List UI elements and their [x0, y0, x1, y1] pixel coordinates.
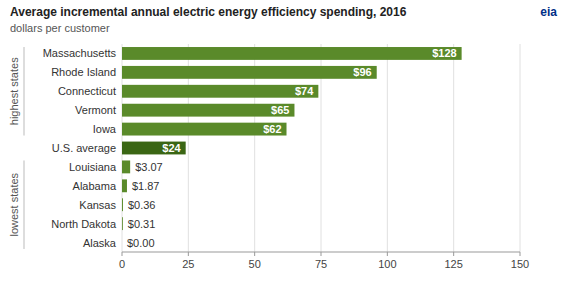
bar [122, 47, 462, 60]
category-label: Iowa [93, 123, 117, 135]
tick-label: 75 [315, 258, 327, 270]
grid-line [387, 44, 388, 252]
labels: $128 $96 $74 $65 $62 $24 $3.07 $1.87 $0.36 $0.31 $… [127, 47, 457, 248]
bar [122, 66, 377, 79]
x-axis-line [122, 252, 520, 253]
data-label: $1.87 [132, 180, 160, 192]
bars [122, 47, 462, 230]
tick-mark [254, 252, 255, 256]
data-label: $62 [263, 123, 281, 135]
bar [122, 123, 287, 136]
bar [122, 236, 123, 249]
category-label: Rhode Island [51, 66, 116, 78]
title: Average incremental annual electric ener… [10, 5, 407, 19]
data-label: $0.31 [128, 218, 156, 230]
bar [122, 142, 186, 155]
category-label: Massachusetts [43, 47, 117, 59]
tick-label: 50 [249, 258, 261, 270]
tick-mark [387, 252, 388, 256]
category-label: Louisiana [69, 161, 117, 173]
bar [122, 198, 123, 211]
subtitle: dollars per customer [10, 22, 110, 34]
tick-mark [321, 252, 322, 256]
category-label: Kansas [79, 199, 116, 211]
group-label: highest states [8, 57, 20, 125]
data-label: $65 [271, 104, 289, 116]
grid-line [520, 44, 521, 252]
tick-label: 25 [182, 258, 194, 270]
category-label: Vermont [75, 104, 116, 116]
tick-label: 0 [119, 258, 125, 270]
bar [122, 217, 123, 230]
data-label: $3.07 [135, 161, 163, 173]
grid-line [453, 44, 454, 252]
data-label: $96 [353, 66, 371, 78]
category-label: Connecticut [58, 85, 116, 97]
grid [122, 44, 520, 252]
data-label: $128 [432, 47, 456, 59]
tick-mark [520, 252, 521, 256]
data-label: $74 [295, 85, 314, 97]
tick-label: 125 [444, 258, 462, 270]
data-label: $0.36 [128, 199, 156, 211]
data-label: $0.00 [127, 237, 155, 249]
chart: Average incremental annual electric ener… [0, 0, 567, 283]
tick-label: 100 [378, 258, 396, 270]
category-label: North Dakota [51, 218, 117, 230]
bar [122, 160, 130, 173]
tick-mark [188, 252, 189, 256]
group-bracket [24, 160, 25, 248]
bar [122, 179, 127, 192]
tick-label: 150 [511, 258, 529, 270]
logo-text: eia [540, 5, 557, 19]
category-label: U.S. average [52, 142, 116, 154]
bar [122, 104, 294, 117]
bar [122, 85, 318, 98]
category-label: Alaska [83, 237, 117, 249]
group-label: lowest states [8, 172, 20, 236]
category-label: Alabama [73, 180, 117, 192]
group-bracket [24, 47, 25, 135]
tick-mark [453, 252, 454, 256]
tick-mark [122, 252, 123, 256]
data-label: $24 [162, 142, 181, 154]
